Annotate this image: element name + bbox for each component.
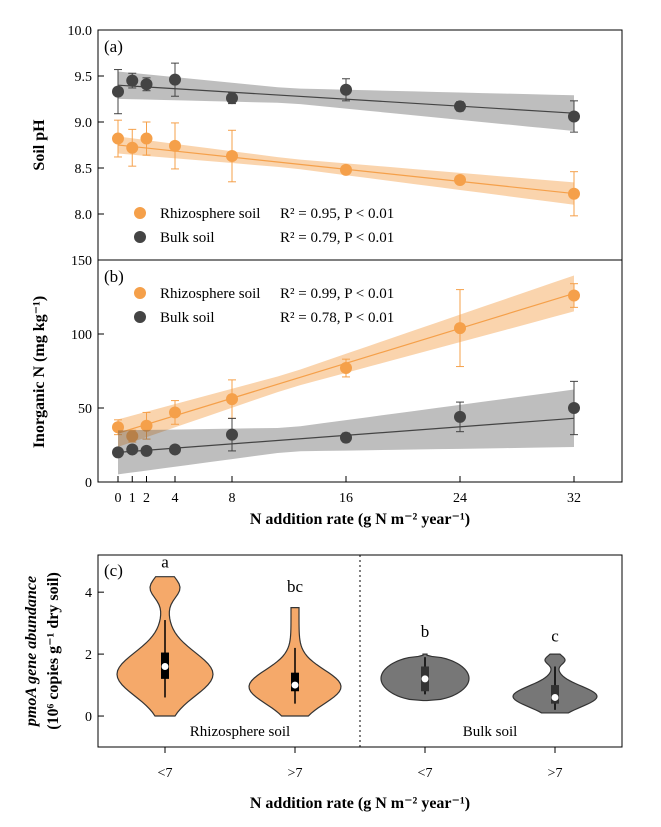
panel-a-series-1-point — [340, 83, 352, 96]
panel-b-frame — [97, 259, 623, 483]
panel-b-xtick-label: 32 — [567, 491, 581, 506]
panel-a-series-1-point — [140, 78, 153, 91]
panel-a-ylabel: Soil pH — [31, 119, 48, 171]
panel-c-violin-0-median — [161, 662, 169, 670]
panel-a-series-0-point — [112, 132, 124, 145]
panel-c-xlabel: N addition rate (g N m⁻² year⁻¹) — [250, 795, 470, 812]
panel-c-violin-2-letter: b — [421, 622, 430, 641]
panel-a-series-0-point — [140, 132, 153, 145]
panel-a-ytick-label: 9.5 — [75, 70, 93, 85]
panel-b-xtick-label: 1 — [129, 491, 136, 506]
panel-a-series-1-point — [169, 73, 181, 86]
panel-a-ytick-label: 8.5 — [75, 162, 93, 177]
panel-b-series-1-point — [126, 443, 139, 456]
panel-a-legend-label: Bulk soil — [160, 230, 215, 246]
panel-b-series-1-point — [226, 428, 238, 441]
panel-b-series-0-point — [169, 406, 181, 419]
panel-b-xtick-label: 4 — [172, 491, 179, 506]
panel-a-ytick-label: 9.0 — [75, 116, 93, 131]
panel-b-ytick-label: 50 — [78, 402, 92, 417]
panel-c-ylabel-line2: (10⁶ copies g⁻¹ dry soil) — [45, 572, 62, 730]
panel-c-ylabel-line1: pmoA gene abundance — [23, 576, 40, 728]
panel-b-legend-label: Rhizosphere soil — [160, 286, 260, 302]
panel-b-legend-stat: R² = 0.99, P < 0.01 — [280, 286, 394, 302]
panel-b-tag: (b) — [104, 267, 124, 286]
panel-b-legend-marker — [134, 311, 146, 323]
panel-c-xtick-label: <7 — [158, 766, 173, 781]
panel-b-ylabel: Inorganic N (mg kg⁻¹) — [31, 296, 48, 448]
panel-c: 0 2 4 Rhizosphere soil Bulk soil a <7 bc >7 b <7 c >… — [85, 552, 598, 781]
panel-a-series-0-point — [169, 139, 181, 152]
panel-a-series-0-point — [226, 150, 238, 163]
panel-b-xtick-label: 0 — [115, 491, 122, 506]
panel-a-series-0-point — [568, 187, 580, 200]
panel-b-ytick-label: 0 — [85, 476, 92, 491]
panel-a-legend-stat: R² = 0.95, P < 0.01 — [280, 206, 394, 222]
panel-c-violin-2-median — [421, 675, 429, 683]
panel-a-series-1-point — [126, 74, 139, 87]
panel-a-series-1-point — [226, 92, 238, 105]
panel-a-legend-marker — [134, 231, 146, 243]
panel-a-legend-stat: R² = 0.79, P < 0.01 — [280, 230, 394, 246]
panel-a-series-1-point — [454, 100, 466, 113]
panel-b-series-1-point — [568, 402, 580, 414]
panel-c-ytick-label: 2 — [85, 648, 92, 663]
panel-c-group-label: Bulk soil — [463, 724, 518, 740]
panel-b-series-1-point — [169, 443, 181, 456]
panel-b-series-0-point — [140, 419, 153, 432]
panel-a-legend-label: Rhizosphere soil — [160, 206, 260, 222]
panel-a-tag: (a) — [104, 37, 123, 56]
panel-b-series-0-point — [226, 393, 238, 406]
panel-b-legend-marker — [134, 287, 146, 299]
panel-c-xtick-label: <7 — [418, 766, 433, 781]
panel-b-legend-stat: R² = 0.78, P < 0.01 — [280, 310, 394, 326]
panel-b-series-1-point — [140, 444, 153, 457]
panel-b-series-0-point — [126, 430, 139, 443]
panel-b-series-0-point — [454, 322, 466, 335]
panel-c-ytick-label: 4 — [85, 586, 92, 601]
panel-c-violin-3-median — [551, 693, 559, 701]
panel-b-series-1-point — [340, 431, 352, 444]
panel-b-legend-label: Bulk soil — [160, 310, 215, 326]
panel-a-ytick-label: 10.0 — [68, 24, 93, 39]
panel-a-series-0-point — [340, 163, 352, 176]
panel-a-legend-marker — [134, 207, 146, 219]
panel-b-xtick-label: 8 — [229, 491, 236, 506]
panel-c-violin-0-letter: a — [161, 552, 169, 571]
panel-a: 8.0 8.5 9.0 9.5 10.0 Rhizosphere soil R² = 0.9… — [68, 24, 580, 246]
panel-c-violin-1-median — [291, 681, 299, 689]
panel-b-series-1-point — [454, 410, 466, 423]
panel-b-xtick-label: 2 — [143, 491, 150, 506]
panel-c-tag: (c) — [104, 561, 123, 580]
panel-a-series-0-point — [454, 173, 466, 186]
panel-a-ytick-label: 8.0 — [75, 208, 93, 223]
panel-b-ytick-label: 150 — [71, 254, 92, 269]
panel-b-series-1-point — [112, 446, 124, 459]
panel-b-xtick-label: 16 — [339, 491, 353, 506]
panel-c-ytick-label: 0 — [85, 710, 92, 725]
panel-c-violin-3-letter: c — [551, 627, 559, 646]
panel-a-series-0-point — [126, 141, 139, 154]
panel-b-xtick-label: 24 — [453, 491, 467, 506]
panel-c-xtick-label: >7 — [548, 766, 563, 781]
panel-b-ytick-label: 100 — [71, 328, 92, 343]
panel-b-xlabel: N addition rate (g N m⁻² year⁻¹) — [250, 511, 470, 528]
panel-b-series-0-point — [340, 362, 352, 375]
panel-b: 0 50 100 150 Rhizosphere soil R² = 0.99, P < … — [71, 254, 581, 506]
panel-a-series-1-point — [112, 85, 124, 98]
panel-b-series-0-point — [112, 421, 124, 434]
panel-c-xtick-label: >7 — [288, 766, 303, 781]
panel-a-series-1-point — [568, 110, 580, 123]
panel-c-violin-1-letter: bc — [287, 577, 304, 596]
panel-c-group-label: Rhizosphere soil — [190, 724, 290, 740]
panel-b-series-0-point — [568, 289, 580, 302]
